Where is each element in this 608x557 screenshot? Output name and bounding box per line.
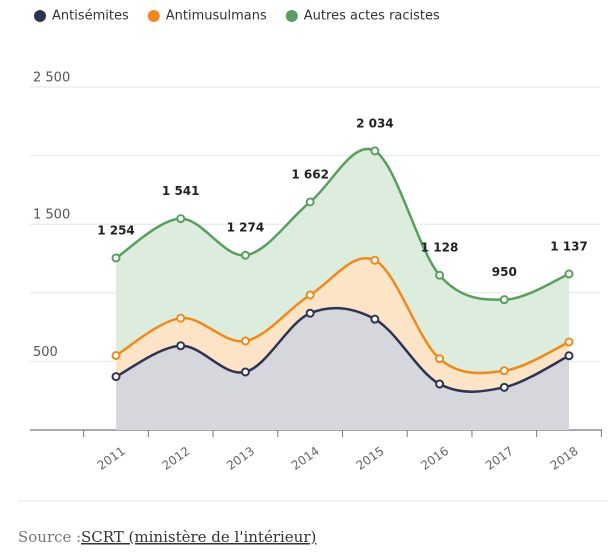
point	[176, 313, 186, 323]
x-tick-label: 2018	[548, 444, 581, 473]
point	[435, 270, 445, 280]
total-label: 1 662	[291, 167, 329, 181]
areas	[116, 148, 569, 430]
point	[564, 269, 574, 279]
point	[240, 336, 250, 346]
point	[305, 290, 315, 300]
line	[115, 257, 570, 375]
point	[305, 197, 315, 207]
point	[499, 295, 509, 305]
total-label: 2 034	[356, 116, 394, 130]
lines	[111, 146, 574, 393]
total-label: 1 274	[227, 221, 265, 235]
point	[370, 146, 380, 156]
point	[435, 354, 445, 364]
point	[370, 314, 380, 324]
x-tick-label: 2014	[289, 444, 322, 473]
point	[176, 341, 186, 351]
point	[370, 255, 380, 265]
area	[116, 308, 569, 430]
point	[499, 382, 509, 392]
x-tick-label: 2013	[224, 444, 257, 473]
legend-label: Antimusulmans	[166, 9, 267, 24]
point	[111, 351, 121, 361]
line	[115, 147, 570, 301]
y-tick-label: 500	[33, 345, 58, 360]
point	[176, 214, 186, 224]
area	[116, 258, 569, 392]
x-tick-label: 2015	[354, 444, 387, 473]
legend: Antisémites Antimusulmans Autres actes rac…	[34, 9, 440, 24]
point	[435, 379, 445, 389]
x-tick-label: 2016	[418, 444, 451, 473]
total-label: 1 137	[550, 240, 588, 254]
legend-label: Autres actes racistes	[304, 9, 440, 24]
source-label: Source :	[18, 528, 81, 546]
source-link[interactable]: SCRT (ministère de l'intérieur)	[81, 528, 316, 546]
x-tick-label: 2017	[483, 444, 516, 473]
total-label: 1 128	[421, 241, 459, 255]
legend-dot	[285, 10, 298, 22]
line	[115, 306, 570, 393]
x-tick-label: 2012	[159, 444, 192, 473]
x-tick-label: 2011	[95, 444, 128, 473]
total-label: 1 254	[97, 223, 135, 237]
legend-dot	[147, 10, 160, 22]
point	[564, 337, 574, 347]
point	[564, 351, 574, 361]
total-label: 1 541	[162, 184, 200, 198]
point	[240, 250, 250, 260]
point	[111, 253, 121, 263]
legend-dot	[34, 10, 46, 22]
point	[305, 308, 315, 318]
point	[240, 367, 250, 377]
area	[116, 148, 569, 373]
y-tick-label: 1 500	[33, 208, 70, 223]
legend-label: Antisémites	[52, 9, 129, 24]
y-tick-label: 2 500	[33, 71, 70, 86]
point	[499, 366, 509, 376]
total-label: 950	[492, 265, 517, 279]
point	[111, 372, 121, 382]
